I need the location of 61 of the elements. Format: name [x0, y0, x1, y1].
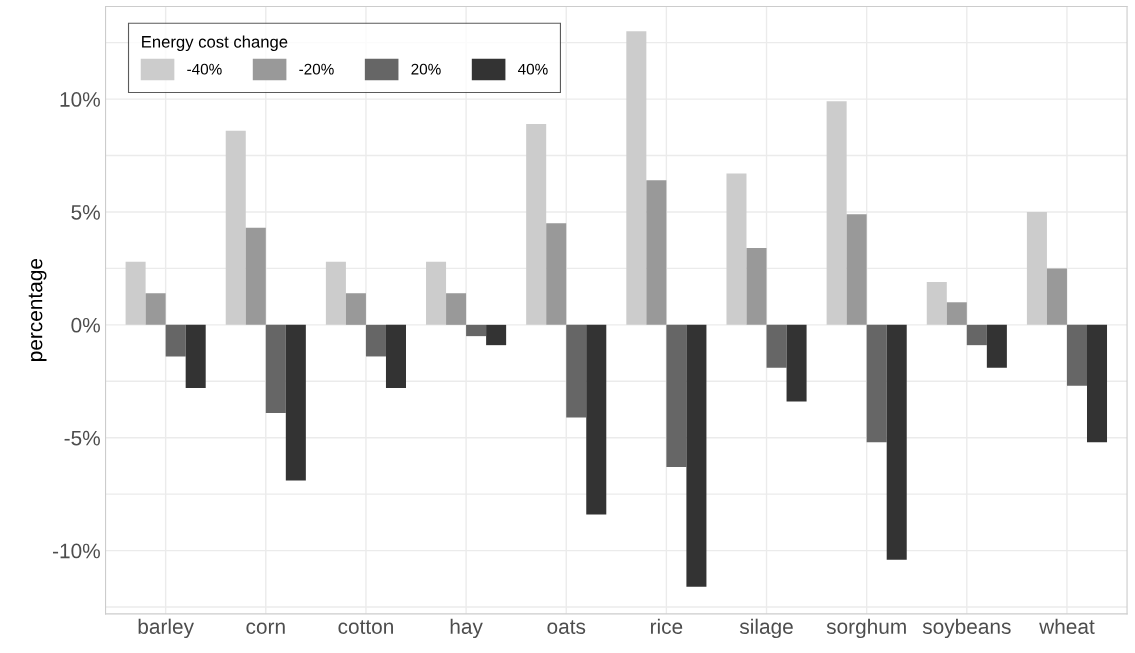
bar	[926, 281, 947, 325]
bar	[726, 173, 747, 325]
bar	[586, 324, 607, 515]
legend-label: -20%	[299, 63, 334, 75]
bar	[846, 214, 867, 325]
x-tick-label: cotton	[338, 620, 393, 634]
bar	[626, 31, 647, 325]
bar	[826, 101, 847, 325]
bar	[245, 227, 266, 325]
x-tick-label: soybeans	[922, 618, 1011, 639]
legend-label: 20%	[411, 63, 441, 75]
y-tick-label: -5%	[64, 430, 100, 446]
bar	[966, 324, 987, 346]
bar	[566, 324, 587, 418]
bar	[1087, 324, 1108, 443]
bar	[666, 324, 687, 468]
bar	[365, 324, 386, 357]
legend-label: -40%	[187, 63, 222, 75]
y-tick-label: 0%	[71, 317, 100, 333]
bar	[1026, 211, 1047, 325]
y-axis-title: percentage	[28, 258, 47, 361]
bar	[446, 293, 467, 325]
bar	[866, 324, 887, 443]
bar	[285, 324, 306, 481]
bar	[546, 223, 567, 325]
bar	[426, 261, 447, 325]
bar	[325, 261, 346, 325]
bar	[646, 180, 667, 325]
bar	[746, 248, 767, 325]
bar	[486, 324, 507, 346]
bar	[225, 130, 246, 325]
legend-label: 40%	[517, 63, 548, 75]
bar	[886, 324, 907, 560]
x-tick-label: sorghum	[826, 618, 906, 639]
bar	[345, 293, 366, 325]
bar	[986, 324, 1007, 368]
x-tick-label: silage	[739, 618, 793, 639]
bar	[385, 324, 406, 389]
bar	[165, 324, 186, 357]
x-tick-label: wheat	[1039, 618, 1095, 634]
bar	[946, 302, 967, 325]
bar	[145, 293, 166, 325]
bar	[185, 324, 206, 389]
y-tick-label: -10%	[52, 543, 100, 559]
x-tick-label: rice	[650, 618, 683, 634]
x-tick-label: oats	[547, 620, 586, 634]
bar	[265, 324, 286, 413]
x-tick-label: hay	[450, 618, 483, 639]
bar	[786, 324, 807, 402]
x-tick-label: barley	[138, 618, 194, 639]
x-tick-label: corn	[246, 622, 285, 634]
bar	[125, 261, 146, 325]
bar	[1066, 324, 1087, 386]
y-tick-label: 10%	[60, 92, 100, 107]
bar	[686, 324, 707, 587]
bar	[466, 324, 487, 337]
bar	[526, 123, 547, 325]
y-tick-label: 5%	[71, 205, 100, 220]
legend-title: Energy cost change	[142, 35, 288, 52]
bar	[1046, 268, 1067, 325]
bar	[766, 324, 787, 368]
